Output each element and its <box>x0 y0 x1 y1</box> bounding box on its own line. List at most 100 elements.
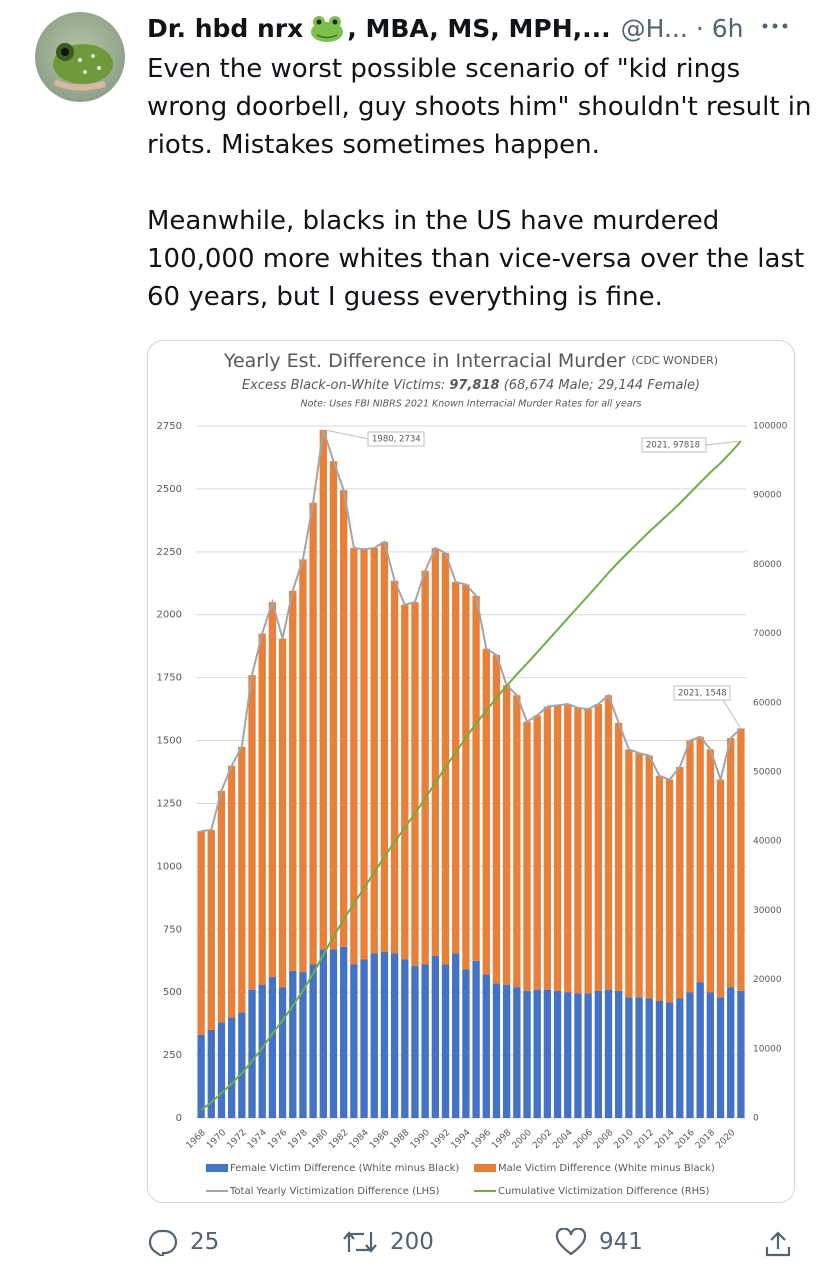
chart-note: Note: Uses FBI NIBRS 2021 Known Interrac… <box>301 399 642 410</box>
bar <box>635 997 643 1118</box>
bar <box>543 706 552 990</box>
x-tick-label: 1988 <box>388 1128 411 1151</box>
bar <box>594 704 602 991</box>
y2-tick-label: 30000 <box>753 906 782 916</box>
bar <box>197 1034 205 1118</box>
bar <box>462 969 470 1118</box>
bar <box>309 964 317 1118</box>
subtitle-part: Excess Black-on-White Victims: <box>242 378 450 393</box>
bar <box>238 746 246 1013</box>
x-tick-label: 1996 <box>470 1128 493 1151</box>
x-tick-label: 2006 <box>572 1128 595 1151</box>
bar <box>329 949 338 1118</box>
bar <box>727 987 735 1118</box>
retweet-button[interactable]: 200 <box>342 1228 434 1256</box>
x-tick-label: 2000 <box>511 1128 534 1151</box>
bar <box>452 582 460 954</box>
chart: Yearly Est. Difference in Interracial Mu… <box>157 350 788 1198</box>
paragraph: Meanwhile, blacks in the US have murdere… <box>147 202 812 316</box>
y-tick-label: 500 <box>163 987 182 998</box>
like-icon <box>555 1228 587 1256</box>
line-series <box>200 429 742 833</box>
legend-label: Cumulative Victimization Difference (RHS… <box>498 1186 710 1197</box>
subtitle-part: (68,674 Male; 29,144 Female) <box>500 378 701 393</box>
handle[interactable]: @H... <box>620 13 688 43</box>
x-tick-label: 1982 <box>327 1128 350 1151</box>
bar <box>574 993 582 1118</box>
legend-swatch <box>206 1164 228 1172</box>
y-tick-label: 1000 <box>157 861 182 872</box>
bar <box>227 1017 236 1118</box>
media-card[interactable]: Yearly Est. Difference in Interracial Mu… <box>147 340 795 1203</box>
bar <box>197 831 205 1035</box>
text-line: Even the worst possible scenario of "kid… <box>147 54 741 84</box>
bar <box>676 766 684 999</box>
bar <box>625 997 633 1118</box>
x-tick-label: 1998 <box>490 1128 513 1151</box>
bar <box>370 953 378 1118</box>
y-tick-label: 1750 <box>157 673 182 684</box>
bar <box>421 570 429 965</box>
reply-button[interactable]: 25 <box>148 1228 219 1256</box>
share-icon[interactable] <box>764 1230 792 1258</box>
bar <box>482 974 490 1118</box>
x-tick-label: 2020 <box>714 1128 737 1151</box>
bar <box>350 548 358 965</box>
y2-tick-label: 20000 <box>753 975 782 985</box>
bar <box>737 728 745 991</box>
y-tick-label: 750 <box>163 924 182 935</box>
bar <box>513 695 521 988</box>
bar <box>686 740 694 993</box>
bar <box>625 749 633 998</box>
author-suffix[interactable]: , MBA, MS, MPH,... <box>347 13 611 43</box>
y2-tick-label: 80000 <box>753 560 782 570</box>
legend-label: Total Yearly Victimization Difference (L… <box>229 1186 439 1197</box>
timestamp[interactable]: · 6h <box>695 13 744 43</box>
avatar[interactable] <box>35 12 125 102</box>
bar <box>452 953 460 1118</box>
bar <box>502 984 511 1118</box>
like-button[interactable]: 941 <box>555 1228 643 1256</box>
y-tick-label: 1250 <box>157 798 182 809</box>
bar <box>258 984 266 1118</box>
annotation: 1980, 2734 <box>372 435 421 445</box>
bar <box>441 553 450 965</box>
tweet-header: Dr. hbd nrx , MBA, MS, MPH,... @H... · 6… <box>147 8 743 48</box>
bar <box>472 595 480 961</box>
bar <box>706 992 715 1118</box>
tweet-text: Even the worst possible scenario of "kid… <box>147 50 812 316</box>
bar <box>553 705 562 991</box>
x-tick-label: 1976 <box>266 1128 289 1151</box>
x-tick-label: 1984 <box>348 1128 371 1151</box>
y2-tick-label: 10000 <box>753 1044 782 1054</box>
bar <box>278 987 287 1118</box>
annotation-leader <box>705 440 741 446</box>
bar <box>319 430 327 950</box>
x-tick-label: 1980 <box>307 1128 330 1151</box>
more-menu[interactable] <box>760 18 792 34</box>
bar <box>340 946 348 1118</box>
bar <box>706 749 715 993</box>
x-tick-label: 1986 <box>368 1128 391 1151</box>
x-tick-label: 1970 <box>205 1128 228 1151</box>
bar <box>289 970 297 1118</box>
bar <box>227 765 236 1018</box>
bar <box>309 502 317 965</box>
x-tick-label: 2002 <box>531 1128 554 1151</box>
author-name[interactable]: Dr. hbd nrx <box>147 13 304 43</box>
bar <box>462 584 470 970</box>
bar <box>360 959 368 1118</box>
bar <box>594 990 602 1118</box>
legend-swatch <box>474 1164 496 1172</box>
bar <box>727 738 735 988</box>
title-text: Yearly Est. Difference in Interracial Mu… <box>223 350 626 372</box>
subtitle-part: 97,818 <box>449 378 499 393</box>
x-tick-label: 1990 <box>409 1128 432 1151</box>
bar <box>553 990 562 1118</box>
bar <box>217 1022 226 1118</box>
text-line: wrong doorbell, guy shoots him" shouldn'… <box>147 92 812 122</box>
bar <box>543 989 552 1118</box>
x-tick-label: 2014 <box>653 1128 676 1151</box>
bar <box>207 829 215 1030</box>
